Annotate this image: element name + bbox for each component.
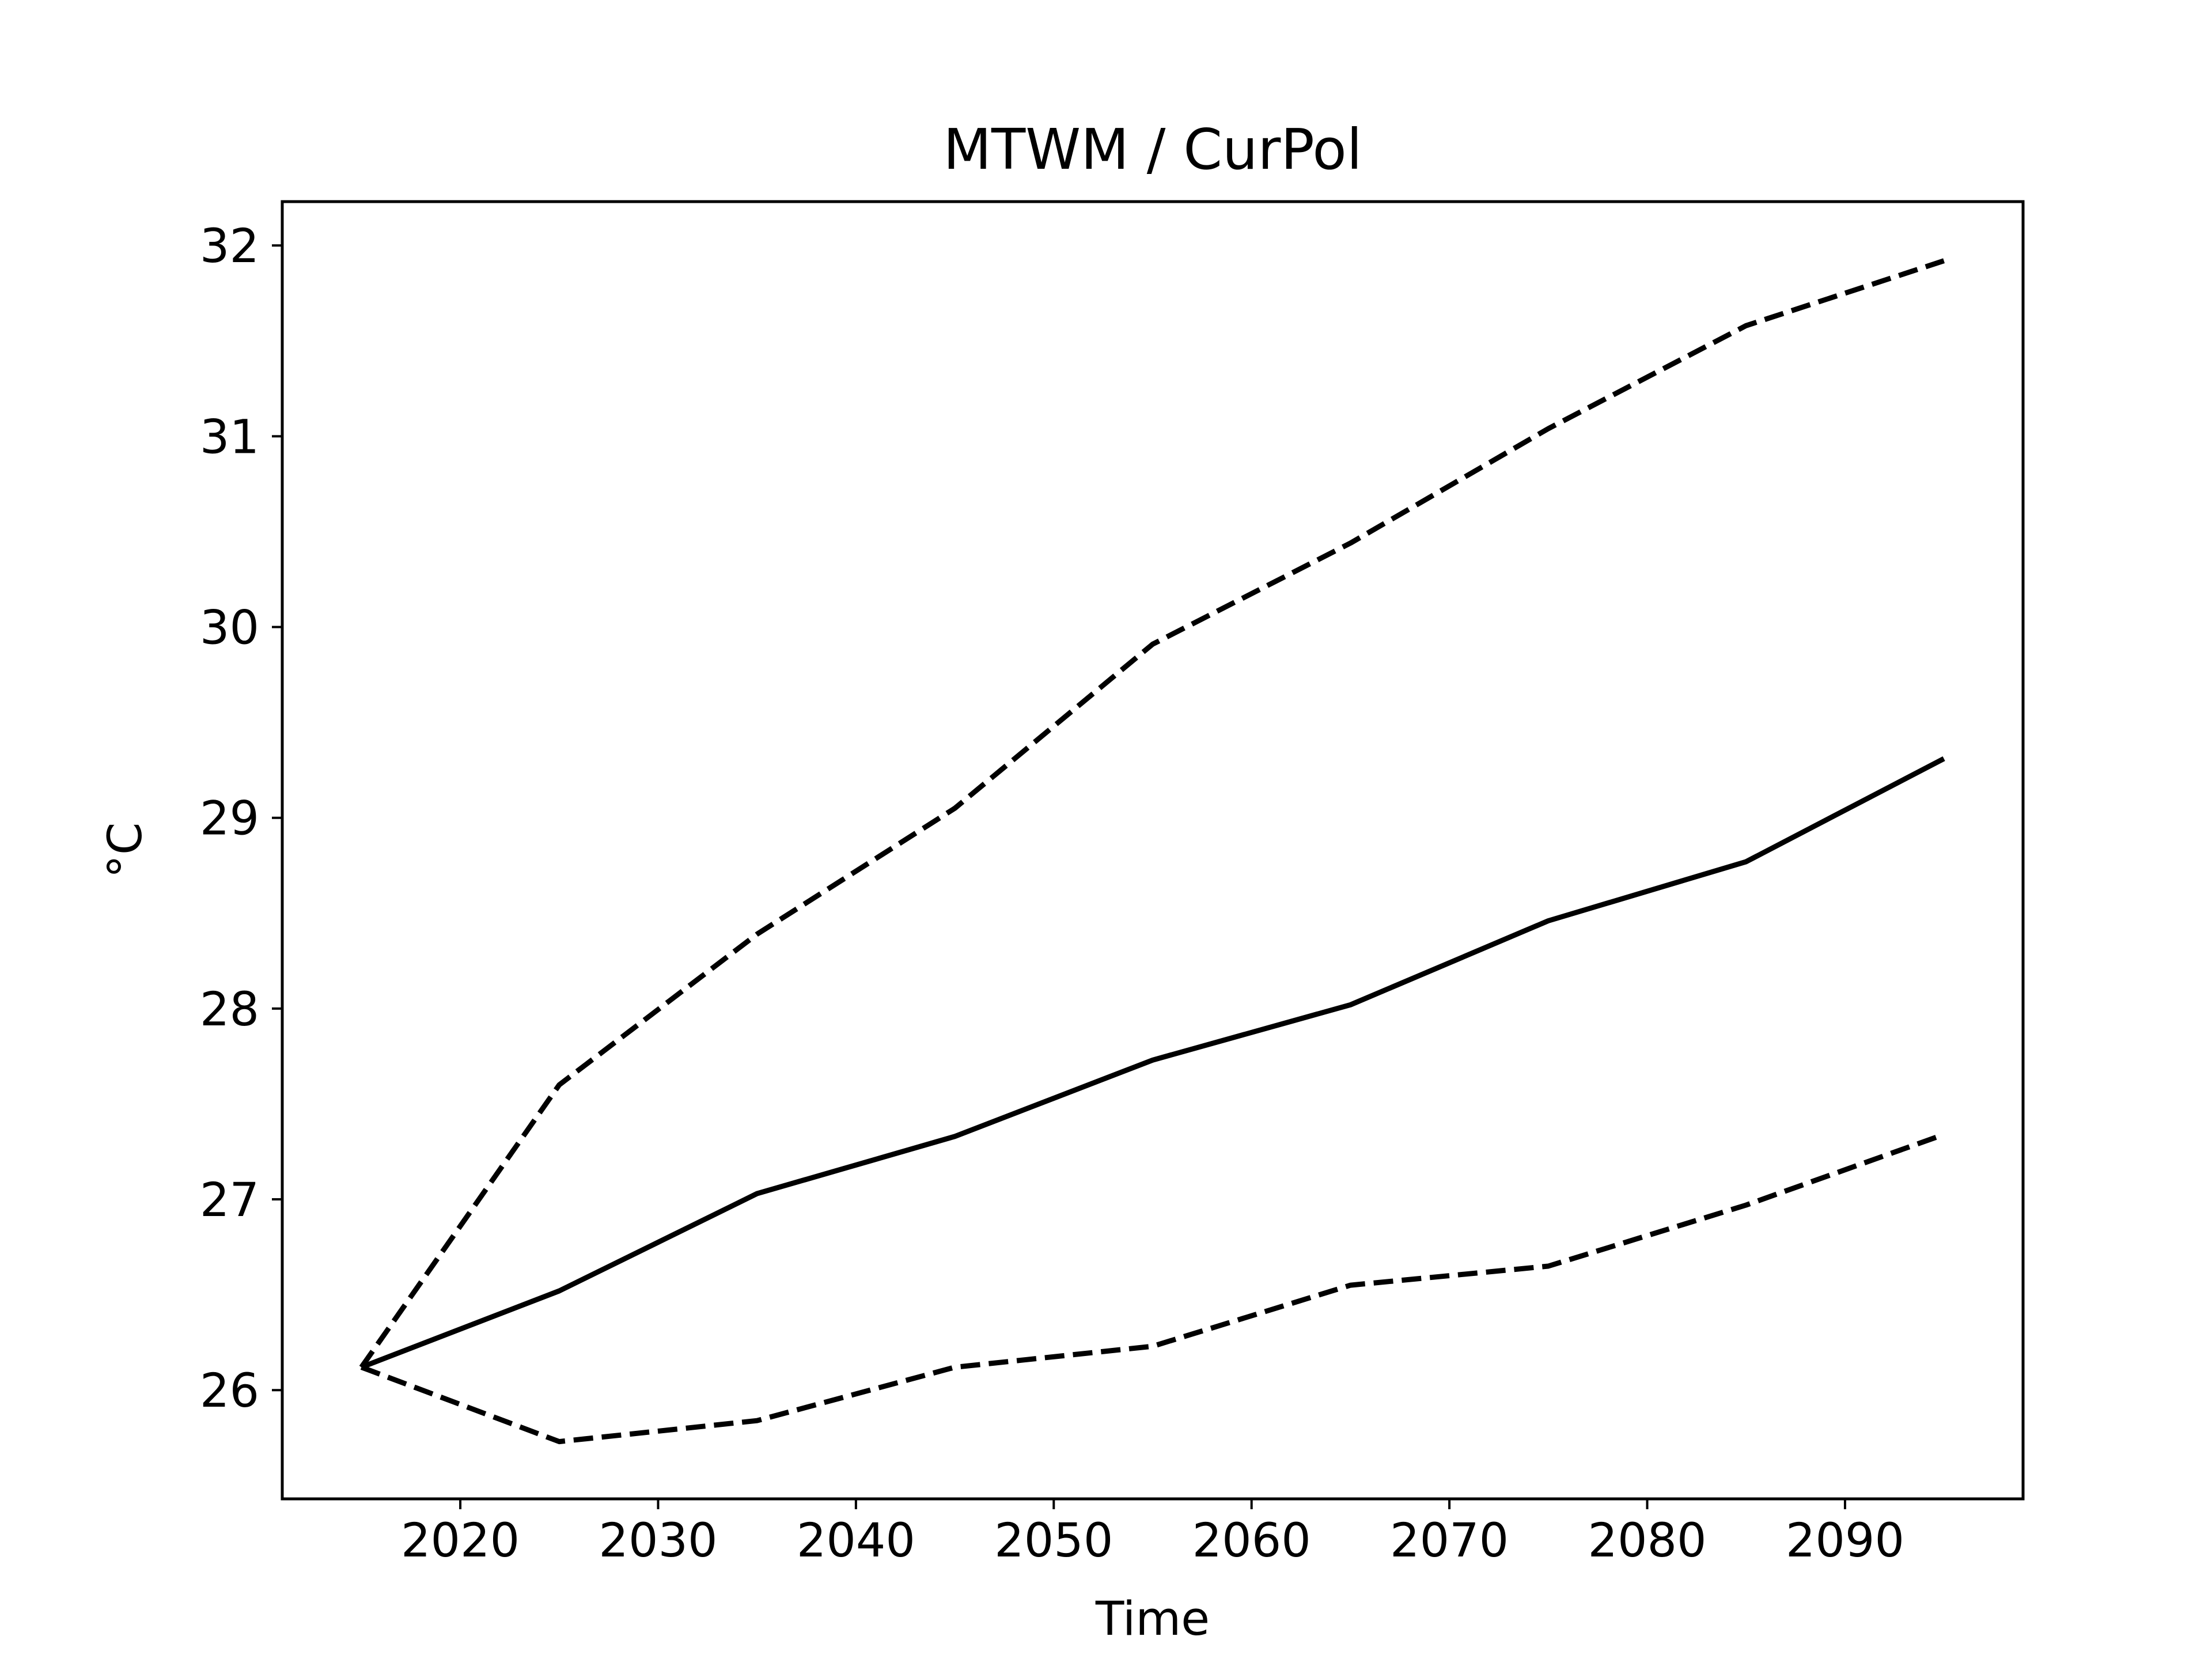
chart-title: MTWM / CurPol xyxy=(943,117,1362,182)
y-tick-label: 28 xyxy=(200,983,259,1037)
x-tick-label: 2090 xyxy=(1786,1514,1904,1568)
x-tick-label: 2050 xyxy=(994,1514,1113,1568)
x-tick-label: 2030 xyxy=(599,1514,717,1568)
x-tick-label: 2080 xyxy=(1588,1514,1706,1568)
x-tick-label: 2020 xyxy=(401,1514,520,1568)
y-tick-label: 27 xyxy=(200,1173,259,1228)
y-axis-label: °C xyxy=(99,822,153,878)
x-axis-ticks: 2020 2030 2040 2050 2060 2070 2080 2090 xyxy=(401,1499,1904,1568)
x-tick-label: 2060 xyxy=(1192,1514,1311,1568)
x-tick-label: 2070 xyxy=(1390,1514,1509,1568)
series-layer xyxy=(359,258,1945,1445)
y-tick-label: 30 xyxy=(200,601,259,656)
y-tick-label: 26 xyxy=(200,1364,259,1418)
y-tick-label: 32 xyxy=(200,219,259,274)
x-axis-label: Time xyxy=(1095,1592,1210,1646)
y-tick-label: 29 xyxy=(200,792,259,846)
y-axis-ticks: 26 27 28 29 30 31 32 xyxy=(200,219,282,1418)
x-tick-label: 2040 xyxy=(797,1514,915,1568)
series-line-2-dashed xyxy=(359,258,1945,1369)
y-tick-label: 31 xyxy=(200,410,259,464)
series-line-1-solid xyxy=(360,756,1945,1370)
series-line-3-dashed xyxy=(360,1132,1945,1445)
plot-frame xyxy=(281,200,2025,1501)
